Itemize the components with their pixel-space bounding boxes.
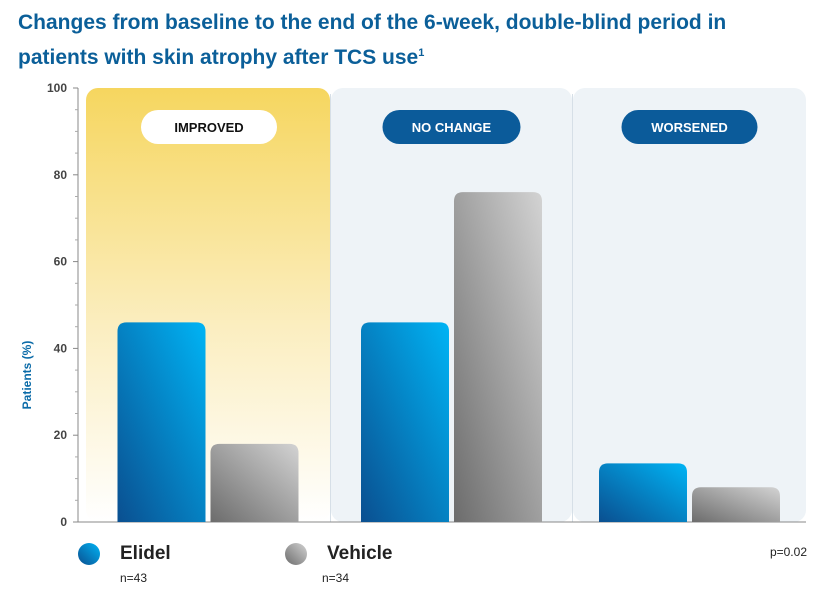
title-footnote: 1 <box>418 47 425 59</box>
y-tick-label: 40 <box>54 341 68 355</box>
bar-elidel-no-change <box>361 322 449 522</box>
bar-vehicle-improved <box>210 443 299 522</box>
category-pill-improved <box>141 110 277 144</box>
legend-label-vehicle: Vehicle <box>327 543 393 564</box>
band-worsened <box>573 88 806 522</box>
legend-n-vehicle: n=34 <box>322 571 350 585</box>
y-tick-label: 100 <box>47 81 67 95</box>
category-label-worsened: WORSENED <box>651 120 728 135</box>
y-tick-label: 80 <box>54 168 68 182</box>
p-value-annotation: p=0.02 <box>769 545 807 559</box>
legend-label-elidel: Elidel <box>120 543 171 564</box>
y-tick-label: 0 <box>60 515 67 529</box>
legend-swatch-vehicle <box>285 543 307 565</box>
category-label-no-change: NO CHANGE <box>412 120 492 135</box>
legend-swatch-elidel <box>78 543 100 565</box>
y-tick-label: 60 <box>54 255 68 269</box>
bar-vehicle-worsened <box>692 487 780 522</box>
bar-vehicle-no-change <box>454 192 542 522</box>
category-pill-worsened <box>621 110 758 144</box>
legend-item-elidel: Elidel <box>78 543 171 565</box>
chart-title: Changes from baseline to the end of the … <box>18 11 727 69</box>
legend-n-elidel: n=43 <box>120 571 148 585</box>
category-pill-no-change <box>382 110 521 144</box>
bar-elidel-improved <box>117 322 206 522</box>
legend-item-vehicle: Vehicle <box>285 543 393 565</box>
y-tick-label: 20 <box>54 428 68 442</box>
y-axis-label: Patients (%) <box>20 341 34 410</box>
category-label-improved: IMPROVED <box>174 120 243 135</box>
bar-elidel-worsened <box>599 463 687 522</box>
